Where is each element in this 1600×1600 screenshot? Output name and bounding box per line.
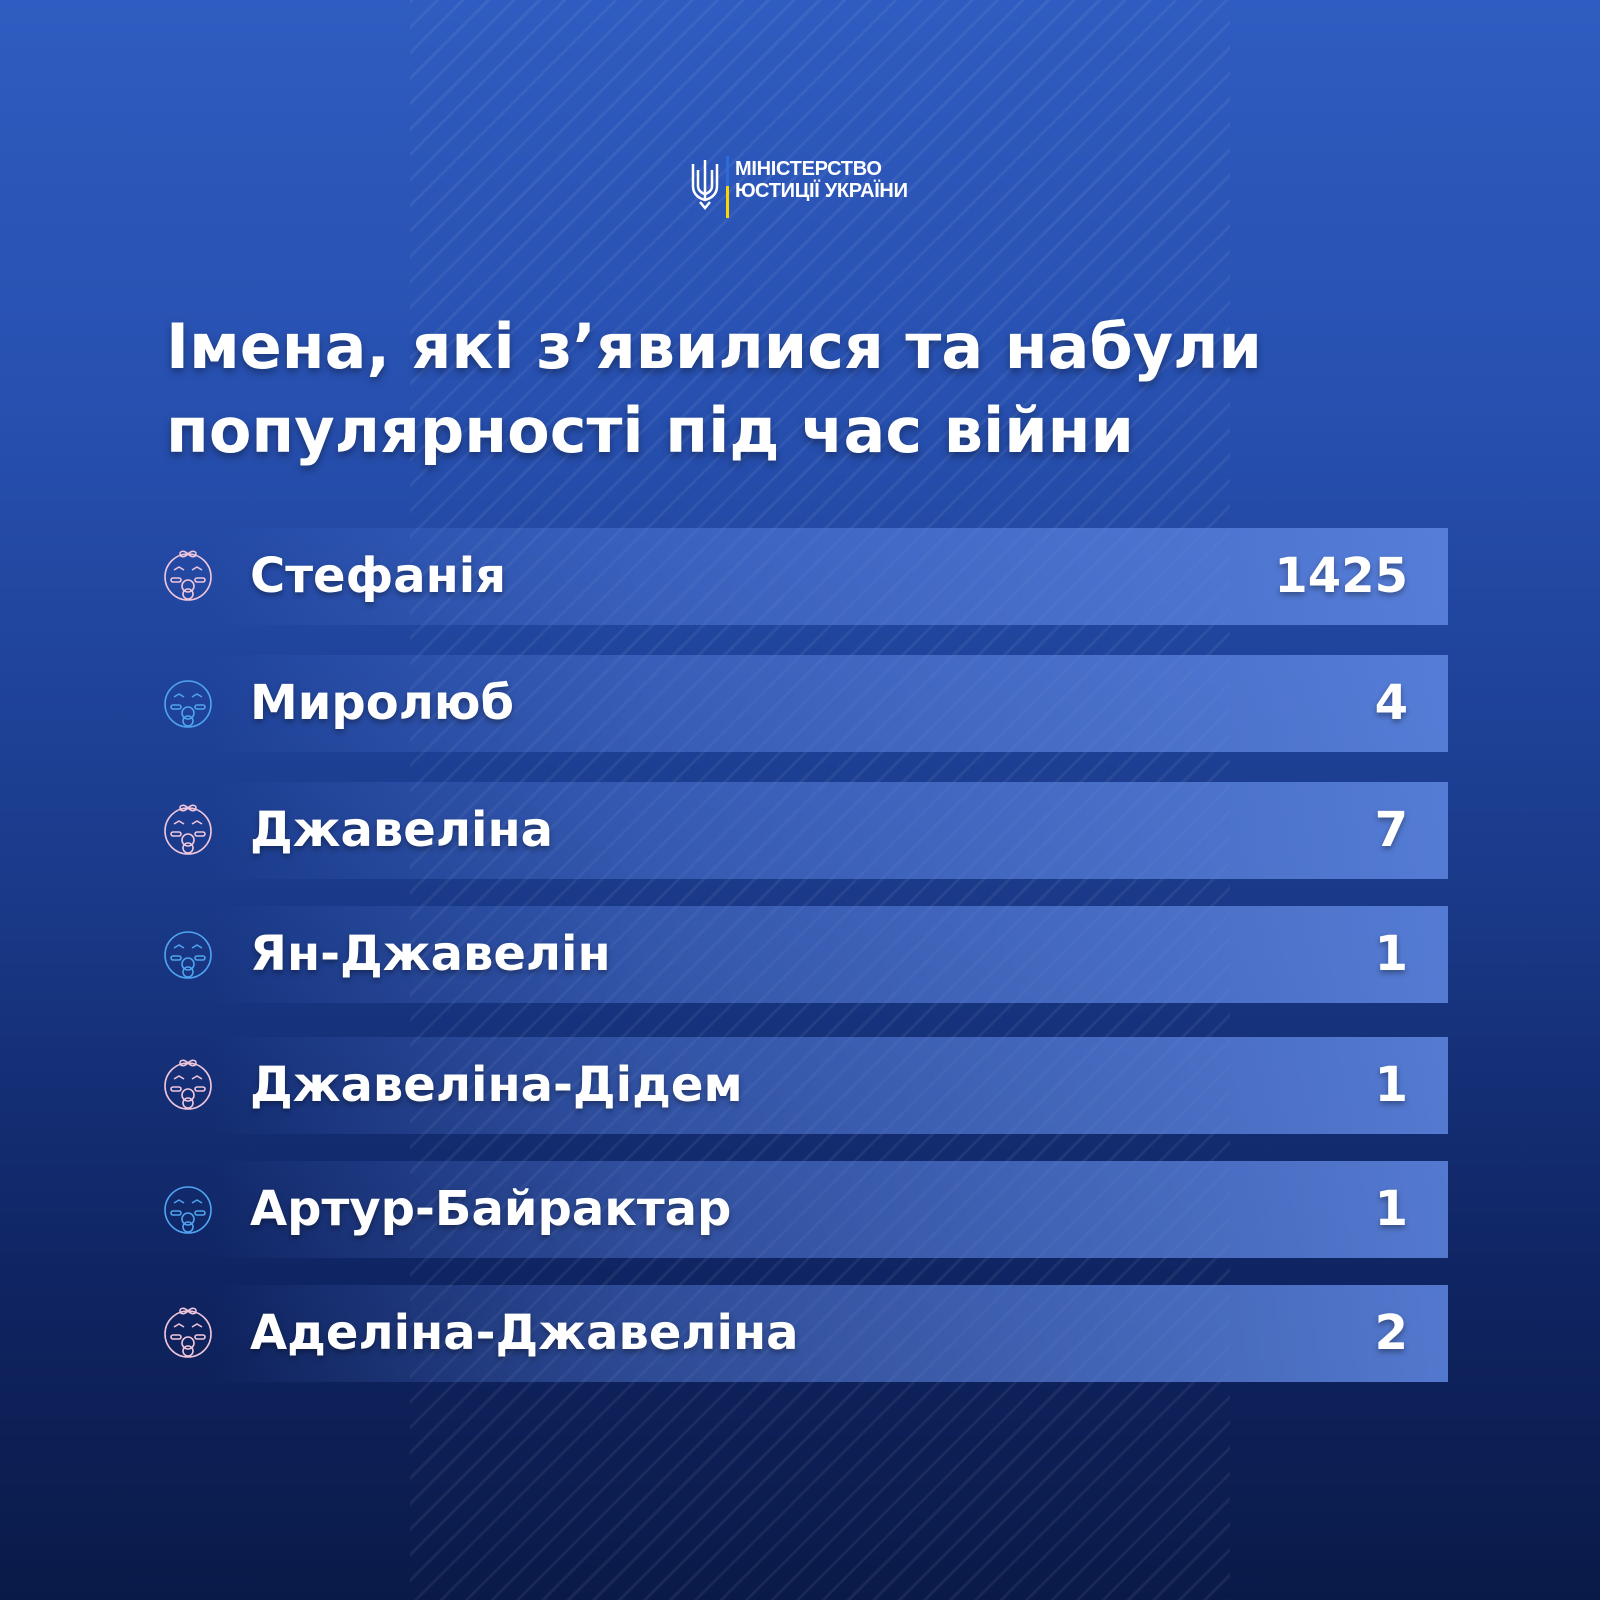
- baby-boy-icon: [164, 680, 212, 728]
- row-bar: [210, 1285, 1448, 1382]
- name-count: 7: [1374, 802, 1408, 858]
- logo-line-1: МІНІСТЕРСТВО: [735, 158, 882, 180]
- baby-girl-icon: [164, 550, 212, 601]
- name-label: Стефанія: [250, 548, 507, 604]
- name-label: Джавеліна: [250, 802, 553, 858]
- baby-girl-icon: [164, 1307, 212, 1358]
- row-bar: [210, 655, 1448, 752]
- name-count: 1: [1374, 1181, 1408, 1237]
- name-row: Миролюб 4: [155, 655, 1448, 752]
- flag-bar: [726, 156, 729, 218]
- name-row: Аделіна-Джавеліна 2: [155, 1285, 1448, 1382]
- name-count: 1425: [1274, 548, 1408, 604]
- name-count: 1: [1374, 926, 1408, 982]
- name-row: Стефанія 1425: [155, 528, 1448, 625]
- trident-icon: [691, 160, 719, 210]
- row-bar: [210, 906, 1448, 1003]
- name-count: 1: [1374, 1057, 1408, 1113]
- row-bar: [210, 1161, 1448, 1258]
- row-bar: [210, 782, 1448, 879]
- row-bar: [210, 1037, 1448, 1134]
- name-label: Миролюб: [250, 675, 515, 731]
- logo-line-2: ЮСТИЦІЇ УКРАЇНИ: [735, 180, 908, 202]
- name-label: Джавеліна-Дідем: [250, 1057, 743, 1113]
- name-label: Аделіна-Джавеліна: [250, 1305, 799, 1361]
- baby-boy-icon: [164, 931, 212, 979]
- name-count: 2: [1374, 1305, 1408, 1361]
- baby-boy-icon: [164, 1186, 212, 1234]
- name-label: Артур-Байрактар: [250, 1181, 732, 1237]
- baby-girl-icon: [164, 1059, 212, 1110]
- row-bar: [210, 528, 1448, 625]
- baby-girl-icon: [164, 804, 212, 855]
- name-row: Ян-Джавелін 1: [155, 906, 1448, 1003]
- page-title: Імена, які з’явилися та набули популярно…: [166, 310, 1262, 467]
- name-row: Джавеліна-Дідем 1: [155, 1037, 1448, 1134]
- name-row: Джавеліна 7: [155, 782, 1448, 879]
- name-row: Артур-Байрактар 1: [155, 1161, 1448, 1258]
- name-label: Ян-Джавелін: [250, 926, 611, 982]
- ministry-logo: МІНІСТЕРСТВО ЮСТИЦІЇ УКРАЇНИ: [690, 156, 908, 218]
- name-count: 4: [1374, 675, 1408, 731]
